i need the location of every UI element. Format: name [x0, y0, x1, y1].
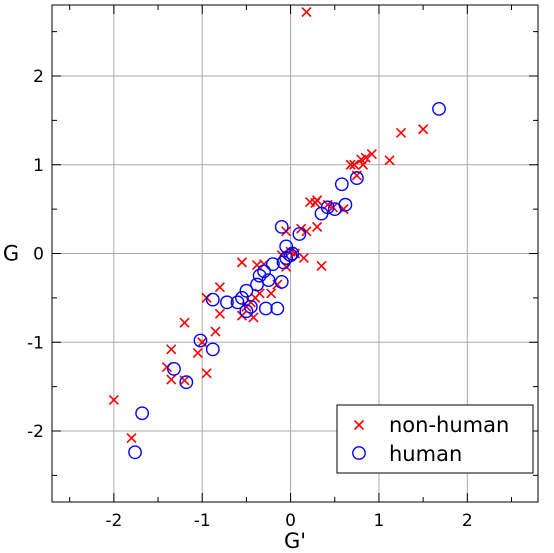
legend-marker-human	[352, 446, 366, 460]
point-non-human-3	[384, 155, 395, 166]
point-human-20	[239, 283, 254, 298]
point-human-27	[239, 304, 254, 319]
y-tick-label: -2	[27, 422, 44, 442]
data-points	[108, 7, 446, 460]
legend-o-marker	[352, 446, 366, 460]
y-tick-label: 1	[33, 156, 44, 176]
point-non-human-44	[179, 317, 190, 328]
x-tick-label: -1	[194, 511, 211, 531]
x-tick-label: 0	[285, 511, 296, 531]
point-non-human-25	[316, 260, 327, 271]
point-human-31	[167, 361, 181, 376]
point-non-human-38	[214, 282, 225, 293]
y-tick-label: -1	[27, 333, 44, 353]
point-human-1	[349, 171, 364, 185]
point-human-24	[243, 299, 258, 314]
point-human-30	[205, 342, 220, 357]
point-non-human-40	[214, 308, 225, 319]
point-human-0	[432, 101, 446, 116]
point-non-human-48	[179, 375, 190, 386]
tick-labels: -2 -1 0 1 2 -2 -1 0 1 2	[27, 67, 473, 531]
point-human-8	[274, 219, 289, 234]
point-non-human-50	[108, 394, 119, 406]
point-human-15	[257, 264, 271, 279]
point-human-18	[274, 274, 289, 289]
point-non-human-24	[298, 252, 309, 264]
legend-box	[336, 404, 534, 474]
x-axis-label: G'	[284, 529, 306, 553]
point-human-6	[314, 206, 329, 221]
point-non-human-47	[166, 374, 177, 385]
y-tick-label: 2	[33, 67, 44, 87]
point-non-human-29	[236, 257, 248, 268]
point-human-34	[128, 445, 142, 460]
point-human-17	[261, 273, 276, 288]
y-tick-label: 0	[33, 245, 44, 265]
point-non-human-13	[304, 196, 316, 208]
legend: non-human human	[336, 404, 534, 474]
legend-label-human: human	[389, 442, 462, 466]
point-non-human-49	[201, 368, 212, 379]
y-axis-label: G	[3, 242, 19, 266]
point-non-human-31	[266, 288, 277, 299]
point-non-human-1	[418, 124, 429, 135]
point-human-19	[250, 277, 264, 292]
point-non-human-7	[357, 159, 369, 170]
x-tick-label: -2	[105, 511, 122, 531]
point-non-human-9	[345, 159, 356, 170]
point-non-human-8	[349, 159, 360, 170]
point-human-16	[252, 268, 267, 283]
point-human-2	[334, 177, 349, 192]
axis-ticks	[52, 5, 538, 502]
point-human-23	[220, 295, 234, 310]
point-non-human-36	[248, 312, 259, 323]
point-human-28	[205, 292, 220, 307]
x-tick-label: 2	[462, 511, 473, 531]
x-tick-label: 1	[374, 511, 385, 531]
point-human-22	[230, 295, 245, 310]
point-human-26	[270, 301, 285, 316]
point-non-human-45	[166, 344, 177, 355]
legend-x-marker	[353, 419, 365, 431]
point-non-human-51	[126, 433, 137, 444]
point-human-25	[258, 301, 273, 316]
point-human-32	[179, 375, 194, 390]
legend-marker-non-human	[353, 419, 365, 431]
point-non-human-18	[301, 226, 312, 237]
legend-label-non-human: non-human	[389, 413, 509, 437]
point-non-human-28	[251, 259, 263, 271]
point-non-human-41	[210, 326, 221, 337]
point-human-13	[276, 255, 291, 270]
point-non-human-2	[395, 127, 407, 138]
plot-frame	[51, 4, 539, 503]
grid-lines	[52, 5, 538, 502]
point-non-human-43	[192, 347, 203, 358]
point-non-human-0	[301, 7, 312, 18]
point-human-33	[135, 406, 150, 421]
point-human-7	[292, 227, 307, 241]
point-non-human-4	[366, 149, 377, 160]
point-human-5	[338, 197, 353, 212]
point-human-14	[266, 257, 280, 272]
point-human-29	[193, 333, 208, 348]
point-non-human-17	[312, 221, 323, 232]
point-human-21	[235, 290, 249, 305]
